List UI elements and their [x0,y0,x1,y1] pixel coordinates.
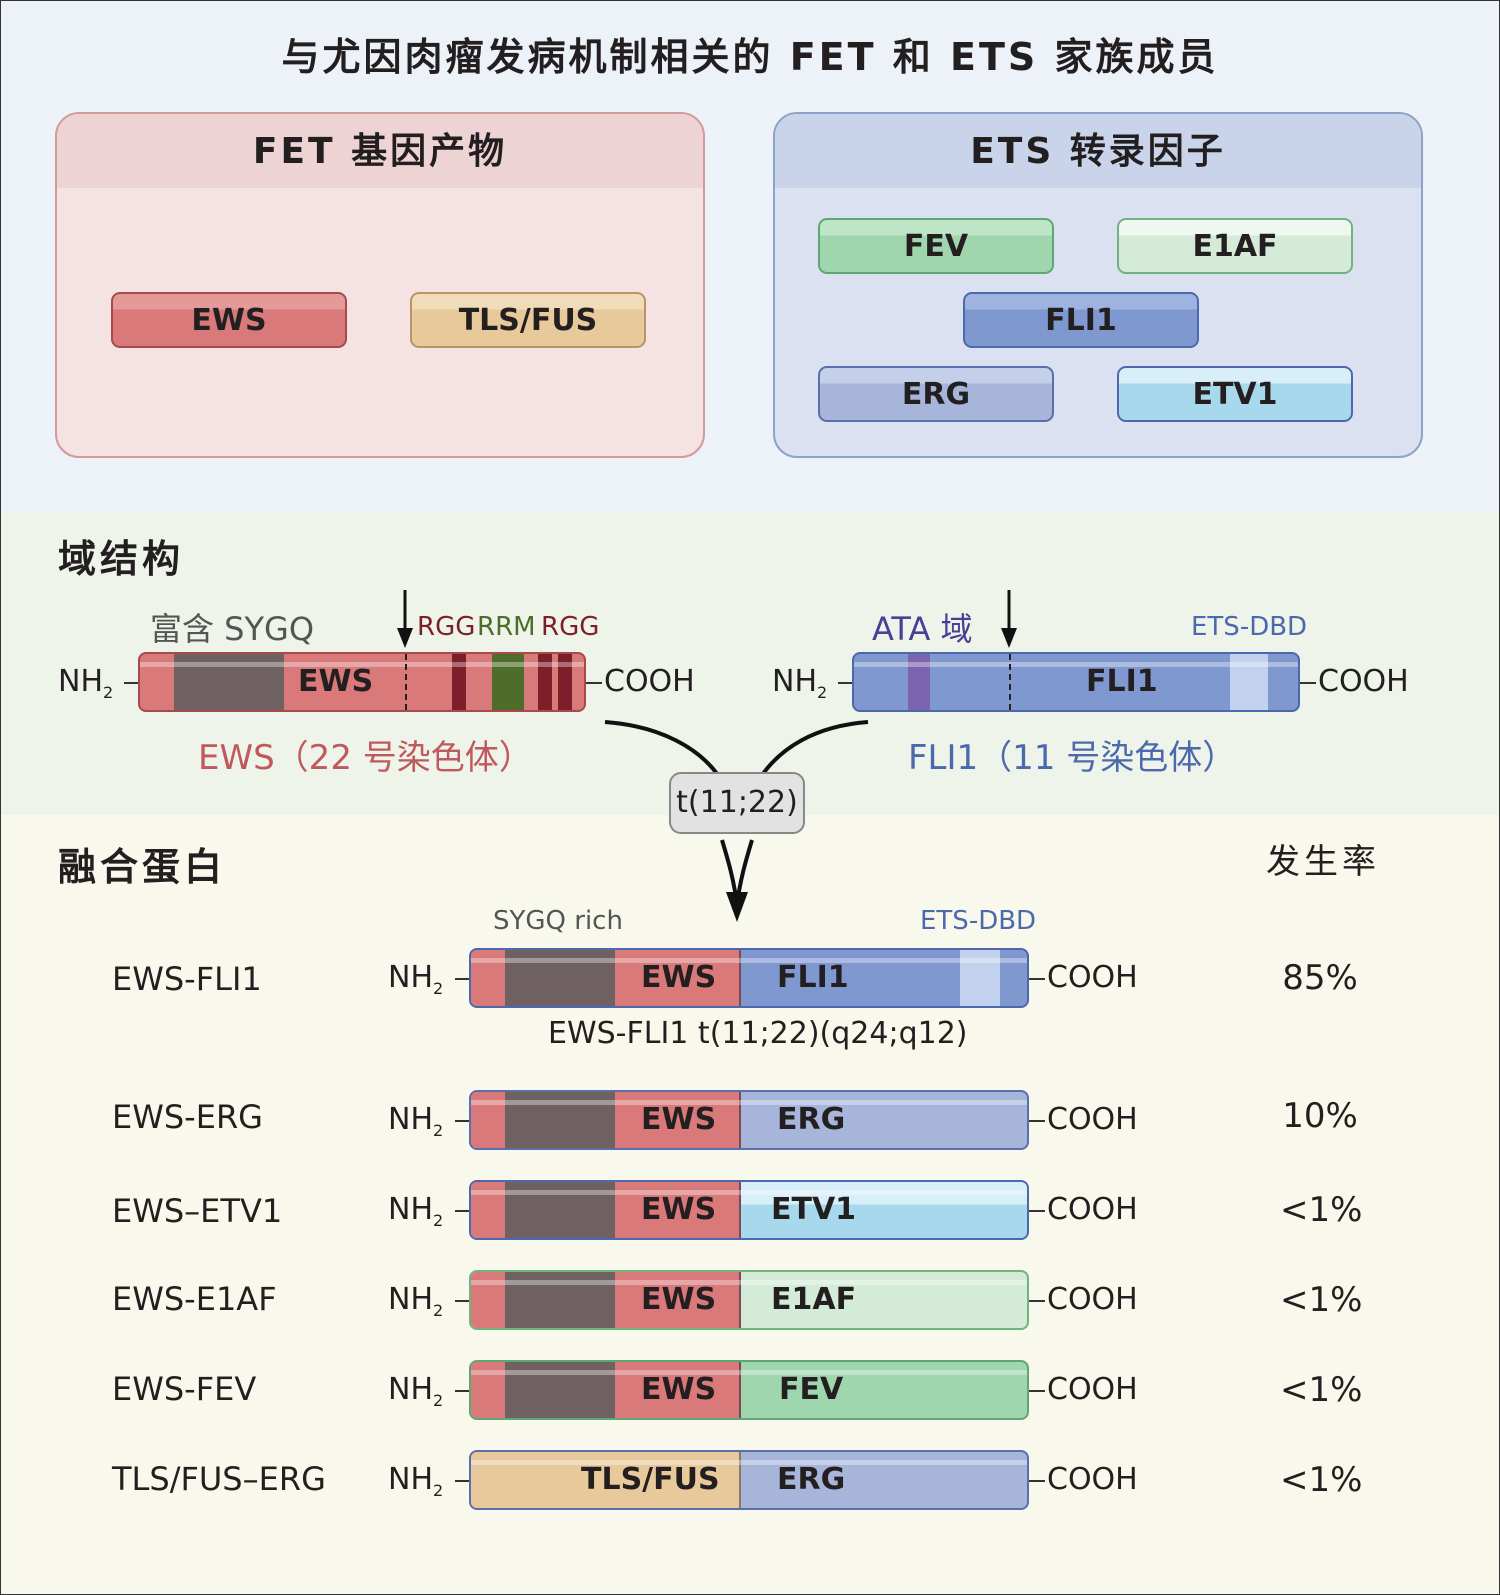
fusion-cooh-ews-fli1: COOH [1047,960,1138,995]
incidence-ews-e1af: <1% [1280,1280,1363,1320]
ews-sygq-domain [174,654,284,710]
fusion-name-tls-fus-erg: TLS/FUS–ERG [112,1460,326,1498]
fusion-section-title: 融合蛋白 [58,845,227,889]
fusion-etsdbd-label: ETS-DBD [920,906,1037,936]
translocation-label: t(11;22) [676,785,798,820]
incidence-ews-fli1: 85% [1282,958,1358,998]
fusion-cooh-ews-fev: COOH [1047,1372,1138,1407]
ews-chromosome-caption: EWS（22 号染色体） [198,738,533,778]
fusion-right-ews-etv1: ETV1 [771,1192,857,1227]
figure-title: 与尤因肉瘤发病机制相关的 FET 和 ETS 家族成员 [281,35,1219,79]
ews-domain-bar: EWS [138,652,586,712]
fusion-bar-ews-fli1: EWS FLI1 [469,948,1029,1008]
ews-rgg2-label: RGG [541,612,600,642]
fusion-name-ews-e1af: EWS-E1AF [112,1280,277,1318]
ews-sygq-label: 富含 SYGQ [150,610,315,648]
fli1-merge-curve [758,720,869,780]
fusion-name-ews-etv1: EWS–ETV1 [112,1192,283,1230]
fet-panel: FET 基因产物 [55,112,705,458]
fusion-cooh-ews-e1af: COOH [1047,1282,1138,1317]
ets-gene-etv1: ETV1 [1117,366,1353,422]
ets-gene-e1af: E1AF [1117,218,1353,274]
fli1-chromosome-caption: FLI1（11 号染色体） [908,738,1237,778]
fusion-nh2-ews-fev: NH2 [388,1372,444,1410]
ews-fli1-caption: EWS-FLI1 t(11;22)(q24;q12) [548,1016,968,1051]
fli1-breakpoint-line [1009,654,1011,710]
fusion-cooh-ews-erg: COOH [1047,1102,1138,1137]
incidence-ews-fev: <1% [1280,1370,1363,1410]
translocation-badge: t(11;22) [669,772,805,834]
fli1-domain-bar: FLI1 [852,652,1300,712]
merge-arrowhead [726,892,748,922]
fusion-nh2-ews-etv1: NH2 [388,1192,444,1230]
fusion-left-ews-fev: EWS [641,1372,717,1407]
fusion-bar-ews-e1af: EWS E1AF [469,1270,1029,1330]
ews-cooh-label: COOH [604,664,695,699]
fusion-left-ews-fli1: EWS [641,960,717,995]
fli1-nh2-label: NH2 [772,664,828,702]
ets-gene-fli1: FLI1 [963,292,1199,348]
domain-section-title: 域结构 [58,537,185,581]
fusion-right-ews-fli1: FLI1 [777,960,849,995]
fusion-cooh-tls-fus-erg: COOH [1047,1462,1138,1497]
fusion-bar-ews-fev: EWS FEV [469,1360,1029,1420]
fusion-name-ews-erg: EWS-ERG [112,1098,263,1136]
fli1-ata-domain [908,654,930,710]
incidence-ews-erg: 10% [1282,1096,1358,1136]
ews-rgg1-domain [452,654,466,710]
ews-rrm-label: RRM [477,612,536,642]
fet-panel-header: FET 基因产物 [57,114,703,188]
fusion-nh2-tls-fus-erg: NH2 [388,1462,444,1500]
fusion-right-ews-erg: ERG [777,1102,846,1137]
ews-breakpoint-line [405,654,407,710]
ews-rgg2-domain-a [538,654,552,710]
incidence-tls-fus-erg: <1% [1280,1460,1363,1500]
ews-merge-curve [604,720,722,780]
fli1-breakpoint-arrowhead [1001,628,1017,648]
fusion-nh2-ews-fli1: NH2 [388,960,444,998]
fli1-cooh-label: COOH [1318,664,1409,699]
incidence-header: 发生率 [1266,842,1380,882]
ews-domain-bar-label: EWS [298,664,374,699]
fusion-bar-ews-etv1: EWS ETV1 [469,1180,1029,1240]
ews-cooh-connector [586,682,602,684]
ews-nh2-connector [124,682,138,684]
ets-panel-header: ETS 转录因子 [775,114,1421,188]
fusion-right-ews-fev: FEV [779,1372,844,1407]
fusion-left-ews-erg: EWS [641,1102,717,1137]
ets-gene-fev: FEV [818,218,1054,274]
fusion-nh2-ews-e1af: NH2 [388,1282,444,1320]
fusion-bar-ews-erg: EWS ERG [469,1090,1029,1150]
fusion-left-tls-fus-erg: TLS/FUS [581,1462,720,1497]
ews-nh2-label: NH2 [58,664,114,702]
fli1-ata-label: ATA 域 [872,610,973,648]
fli1-nh2-connector [838,682,852,684]
fusion-sygq-label: SYGQ rich [493,906,623,936]
fusion-cooh-ews-etv1: COOH [1047,1192,1138,1227]
fusion-nh2-ews-erg: NH2 [388,1102,444,1140]
fusion-left-ews-etv1: EWS [641,1192,717,1227]
fli1-etsdbd-label: ETS-DBD [1191,612,1308,642]
fusion-name-ews-fev: EWS-FEV [112,1370,257,1408]
fusion-bar-tls-fus-erg: TLS/FUS ERG [469,1450,1029,1510]
fusion-right-ews-e1af: E1AF [771,1282,857,1317]
fli1-domain-bar-label: FLI1 [1086,664,1158,699]
fet-gene-ews: EWS [111,292,347,348]
fli1-cooh-connector [1300,682,1316,684]
ews-rrm-domain [492,654,524,710]
ews-rgg2-domain-b [558,654,572,710]
ews-rgg1-label: RGG [417,612,476,642]
fli1-etsdbd-domain [1230,654,1268,710]
fusion-left-ews-e1af: EWS [641,1282,717,1317]
fusion-right-tls-fus-erg: ERG [777,1462,846,1497]
ews-breakpoint-arrowhead [397,628,413,648]
fet-gene-tls-fus: TLS/FUS [410,292,646,348]
incidence-ews-etv1: <1% [1280,1190,1363,1230]
ets-gene-erg: ERG [818,366,1054,422]
fusion-name-ews-fli1: EWS-FLI1 [112,960,262,998]
